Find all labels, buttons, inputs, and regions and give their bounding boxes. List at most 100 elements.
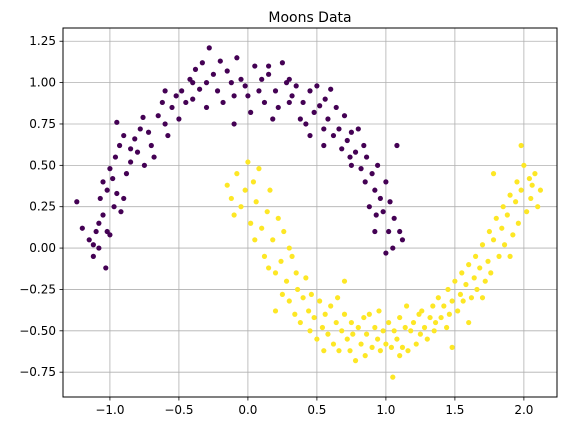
data-point xyxy=(507,192,513,198)
data-point xyxy=(402,324,408,331)
data-point xyxy=(132,136,138,142)
y-tick-label: 0.50 xyxy=(29,158,56,172)
data-point xyxy=(472,253,479,259)
data-point xyxy=(421,324,428,331)
data-point xyxy=(297,319,303,326)
x-tick-label: 1.5 xyxy=(445,403,464,417)
data-point xyxy=(372,187,378,193)
x-tick-label: −1.0 xyxy=(95,403,124,417)
data-point xyxy=(183,99,189,106)
data-point xyxy=(375,162,381,168)
data-point xyxy=(375,336,381,342)
data-point xyxy=(372,324,378,331)
data-point xyxy=(90,253,96,259)
data-point xyxy=(387,199,393,205)
data-point xyxy=(424,336,430,342)
data-point xyxy=(397,314,403,321)
data-point xyxy=(457,291,464,298)
data-point xyxy=(526,175,533,182)
data-point xyxy=(281,228,287,235)
data-point xyxy=(336,348,342,354)
y-tick-label: 0.00 xyxy=(29,241,56,255)
data-point xyxy=(293,270,299,276)
data-point xyxy=(272,88,279,94)
data-point xyxy=(266,265,272,271)
data-point xyxy=(388,344,395,350)
data-point xyxy=(261,253,268,259)
data-point xyxy=(513,199,519,205)
data-point xyxy=(267,187,273,193)
data-point xyxy=(432,319,439,326)
data-point xyxy=(479,242,486,248)
data-point xyxy=(141,162,148,168)
data-point xyxy=(307,132,313,139)
data-point xyxy=(394,336,400,342)
series-0-points xyxy=(74,45,406,271)
data-point xyxy=(292,311,298,317)
data-point xyxy=(93,228,99,235)
data-point xyxy=(307,328,313,334)
data-point xyxy=(145,129,152,135)
data-point xyxy=(311,314,317,321)
data-point xyxy=(228,195,234,202)
data-point xyxy=(339,328,345,334)
data-point xyxy=(333,319,339,326)
data-point xyxy=(471,275,477,281)
data-point xyxy=(173,93,179,99)
data-point xyxy=(107,232,113,238)
data-point xyxy=(358,341,364,347)
data-point xyxy=(111,204,117,210)
data-point xyxy=(341,113,348,119)
data-point xyxy=(488,270,494,276)
x-axis: −1.0 −0.5 0.0 0.5 1.0 1.5 2.0 xyxy=(95,397,533,417)
plot-frame xyxy=(62,27,558,398)
data-point xyxy=(408,328,414,334)
data-point xyxy=(286,76,292,82)
data-point xyxy=(376,308,382,314)
data-point xyxy=(504,212,510,218)
data-point xyxy=(363,154,370,160)
data-points xyxy=(74,45,544,380)
data-point xyxy=(417,331,423,337)
data-point xyxy=(252,237,258,243)
data-point xyxy=(466,262,472,268)
data-point xyxy=(348,319,354,326)
data-point xyxy=(515,220,521,226)
data-point xyxy=(355,126,361,132)
data-point xyxy=(518,142,524,149)
data-point xyxy=(252,63,258,69)
data-point xyxy=(220,99,226,106)
data-point xyxy=(500,204,506,210)
data-point xyxy=(197,86,203,92)
data-point xyxy=(97,195,103,202)
data-point xyxy=(96,245,102,251)
data-point xyxy=(399,344,406,350)
data-point xyxy=(148,142,154,149)
data-point xyxy=(190,80,196,86)
data-point xyxy=(419,308,425,314)
data-point xyxy=(300,99,306,106)
data-point xyxy=(275,215,281,221)
data-point xyxy=(206,45,212,51)
data-point xyxy=(347,348,353,354)
data-point xyxy=(501,242,508,248)
data-point xyxy=(231,93,237,99)
data-point xyxy=(159,99,165,106)
data-point xyxy=(361,142,367,149)
x-tick-label: 2.0 xyxy=(514,403,533,417)
data-point xyxy=(308,291,314,298)
data-point xyxy=(203,104,210,111)
data-point xyxy=(245,159,251,165)
data-point xyxy=(413,341,419,347)
data-point xyxy=(477,265,483,271)
data-point xyxy=(524,209,530,215)
data-point xyxy=(140,114,146,120)
data-point xyxy=(322,96,328,102)
data-point xyxy=(405,348,411,354)
data-point xyxy=(445,286,451,293)
y-tick-label: 0.75 xyxy=(29,117,56,131)
data-point xyxy=(319,324,326,331)
data-point xyxy=(162,88,168,94)
data-point xyxy=(350,331,356,337)
